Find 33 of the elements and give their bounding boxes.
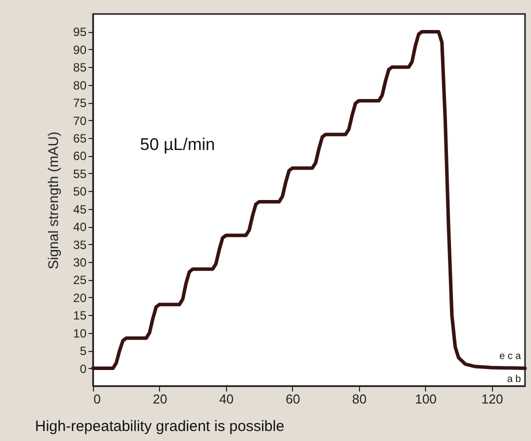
y-tick-label: 50 — [73, 184, 87, 199]
x-tick-label: 120 — [481, 392, 504, 406]
y-tick-label: 60 — [73, 149, 87, 164]
y-tick-label: 15 — [73, 308, 87, 323]
y-axis-title: Signal strength (mAU) — [45, 132, 62, 270]
x-tick-label: 0 — [94, 392, 101, 406]
annotation: a b — [507, 374, 522, 385]
x-tick-label: 80 — [352, 392, 367, 406]
y-tick-label: 70 — [73, 114, 87, 128]
y-tick-label: 5 — [80, 344, 87, 358]
y-tick-label: 75 — [73, 96, 87, 110]
x-tick-label: 20 — [152, 392, 168, 406]
y-tick-label: 90 — [73, 42, 87, 57]
annotation: 50 µL/min — [140, 135, 215, 154]
y-tick-label: 20 — [73, 290, 87, 305]
line-series — [91, 30, 527, 370]
y-tick-label: 95 — [73, 25, 87, 40]
y-tick-label: 65 — [73, 132, 87, 146]
y-tick-label: 35 — [73, 238, 87, 252]
x-tick-label: 40 — [219, 392, 234, 406]
x-tick-label: 60 — [286, 392, 300, 406]
y-tick-label: 80 — [73, 78, 87, 92]
y-tick-label: 45 — [73, 202, 87, 216]
annotation: e c a — [499, 351, 522, 362]
y-tick-label: 40 — [73, 220, 87, 234]
x-tick-label: 100 — [414, 392, 437, 406]
text: High-repeatability gradient is possible — [35, 418, 284, 435]
y-tick-label: 0 — [80, 362, 87, 376]
y-tick-label: 25 — [73, 273, 87, 288]
y-tick-label: 85 — [73, 60, 87, 75]
y-tick-label: 30 — [73, 256, 87, 270]
y-tick-label: 55 — [73, 166, 87, 181]
y-tick-label: 10 — [73, 326, 87, 340]
